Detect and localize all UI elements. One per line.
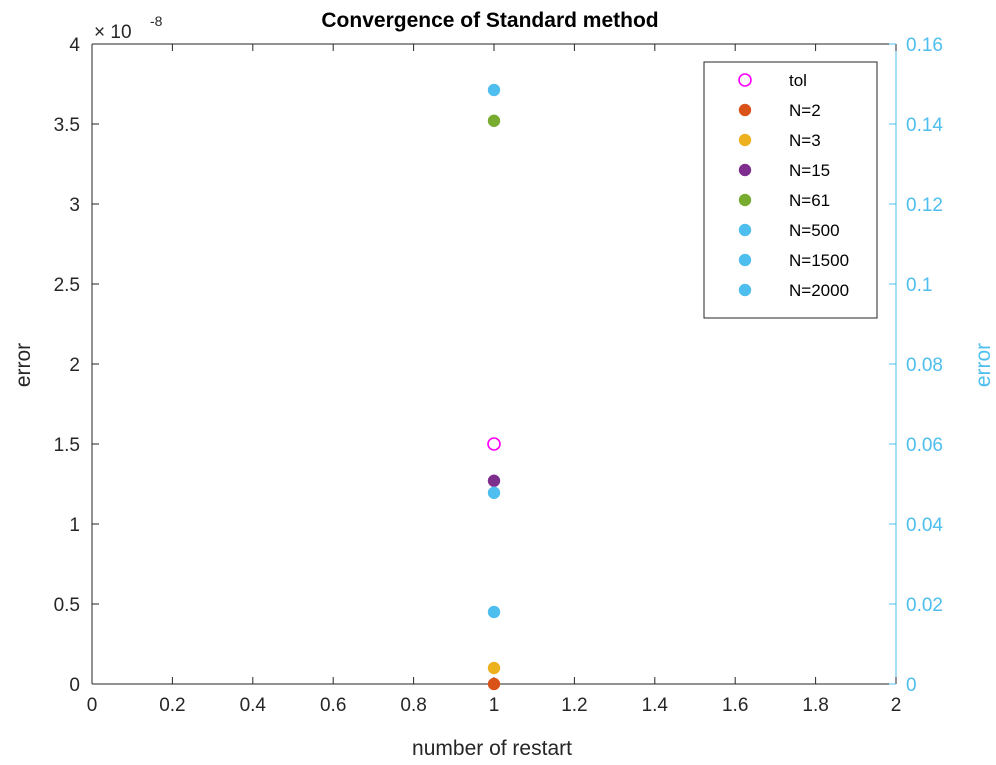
y-left-tick-label: 1.5 xyxy=(54,435,80,456)
axes-group xyxy=(91,43,897,685)
y-right-tick-label: 0.1 xyxy=(906,275,932,296)
legend-entry-label: N=2 xyxy=(789,101,821,120)
legend-marker xyxy=(738,73,752,87)
legend-marker xyxy=(738,223,752,237)
legend-marker xyxy=(738,133,752,147)
x-axis-label: number of restart xyxy=(412,737,572,760)
legend-entry-label: N=1500 xyxy=(789,251,849,270)
x-tick-label: 0 xyxy=(87,695,98,716)
legend-marker xyxy=(738,253,752,267)
legend-box xyxy=(703,61,878,319)
x-tick-label: 1.4 xyxy=(642,695,669,716)
y-left-exponent: -8 xyxy=(150,13,163,29)
point-n15 xyxy=(487,474,501,488)
y-right-tick-labels: 0 0.02 0.04 0.06 0.08 0.1 0.12 0.14 0.16 xyxy=(906,35,943,696)
y-right-tick-label: 0.04 xyxy=(906,515,943,536)
legend-marker xyxy=(738,163,752,177)
legend-entry-label: tol xyxy=(789,71,807,90)
y-left-exponent-base: × 10 xyxy=(94,22,132,43)
x-tick-label: 0.4 xyxy=(240,695,267,716)
y-left-tick-labels: 0 0.5 1 1.5 2 2.5 3 3.5 4 xyxy=(54,35,81,696)
y-left-tick-label: 0.5 xyxy=(54,595,80,616)
x-tick-label: 1.2 xyxy=(561,695,587,716)
legend-entry-label: N=2000 xyxy=(789,281,849,300)
legend: tol N=2 N=3 N=15 N=61 N=500 N=1500 N=2000 xyxy=(703,61,878,319)
y-left-axis-label: error xyxy=(12,343,35,387)
data-points xyxy=(487,83,501,691)
x-tick-label: 1.6 xyxy=(722,695,748,716)
y-right-tick-label: 0.14 xyxy=(906,115,943,136)
y-left-tick-label: 2.5 xyxy=(54,275,80,296)
point-n500 xyxy=(487,605,501,619)
y-right-tick-label: 0.02 xyxy=(906,595,943,616)
legend-marker xyxy=(738,283,752,297)
point-n3 xyxy=(487,661,501,675)
legend-entry-label: N=15 xyxy=(789,161,830,180)
x-tick-label: 1.8 xyxy=(802,695,828,716)
y-right-tick-label: 0 xyxy=(906,675,917,696)
y-left-tick-label: 2 xyxy=(69,355,80,376)
x-tick-label: 0.2 xyxy=(159,695,185,716)
y-left-tick-label: 0 xyxy=(69,675,80,696)
y-right-tick-label: 0.16 xyxy=(906,35,943,56)
point-n2000 xyxy=(487,83,501,97)
x-tick-labels: 0 0.2 0.4 0.6 0.8 1 1.2 1.4 1.6 1.8 2 xyxy=(87,695,902,716)
legend-marker xyxy=(738,103,752,117)
y-right-axis-label: error xyxy=(972,343,995,387)
x-tick-label: 1 xyxy=(489,695,500,716)
point-n2 xyxy=(487,677,501,691)
x-tick-label: 0.8 xyxy=(400,695,426,716)
legend-marker xyxy=(738,193,752,207)
y-left-tick-label: 1 xyxy=(69,515,80,536)
point-n1500 xyxy=(487,486,501,500)
point-tol xyxy=(487,437,501,451)
y-right-tick-label: 0.08 xyxy=(906,355,943,376)
x-tick-label: 2 xyxy=(891,695,902,716)
y-left-tick-label: 3.5 xyxy=(54,115,80,136)
x-tick-label: 0.6 xyxy=(320,695,346,716)
y-right-tick-label: 0.06 xyxy=(906,435,943,456)
y-right-tick-label: 0.12 xyxy=(906,195,943,216)
y-left-tick-label: 4 xyxy=(69,35,80,56)
point-n61 xyxy=(487,114,501,128)
y-left-tick-label: 3 xyxy=(69,195,80,216)
chart-title: Convergence of Standard method xyxy=(321,9,658,32)
legend-entry-label: N=3 xyxy=(789,131,821,150)
legend-entry-label: N=61 xyxy=(789,191,830,210)
legend-entry-label: N=500 xyxy=(789,221,840,240)
